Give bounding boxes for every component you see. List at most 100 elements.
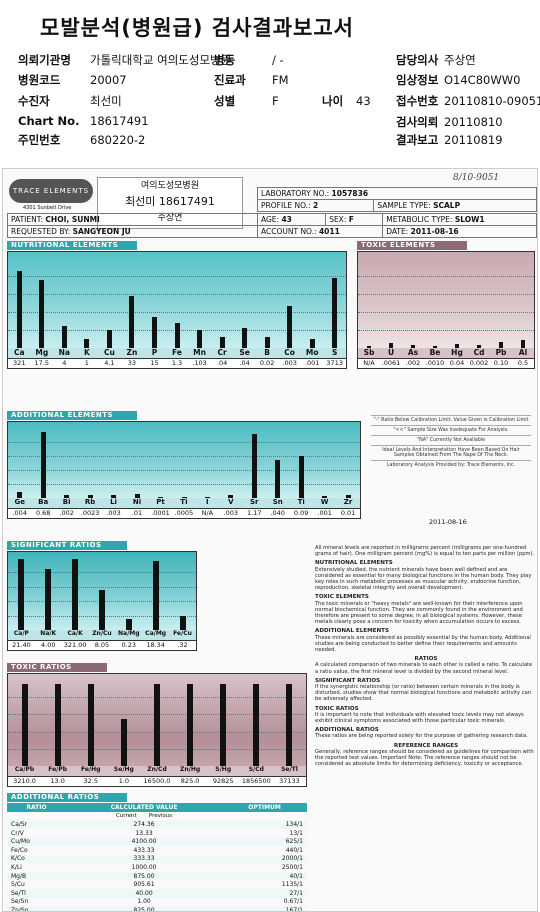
p-add-bar [275, 459, 281, 498]
sub-current-previous: Current Previous [66, 812, 222, 821]
add-ratio-cell: 905.61 [133, 881, 155, 889]
explanation-text: All mineral levels are reported in milli… [315, 545, 537, 911]
p-nut-value: 17.5 [34, 359, 50, 367]
right-row-1: 임상정보 O14C80WW0 [396, 72, 520, 88]
p-add-bar [134, 493, 140, 498]
add-ratio-cell: 825.00 [133, 906, 155, 912]
mid-value-0: / - [272, 53, 284, 67]
p-nut-label: Mo [305, 348, 319, 357]
p-tox-label: As [407, 348, 419, 357]
p-tox-bar [455, 343, 459, 348]
p-sig-label: Fe/Cu [173, 630, 192, 637]
add-ratio-cell: 40.00 [135, 889, 153, 897]
mid-row-2: 성별 F [214, 93, 279, 109]
p-add-label: W [320, 498, 329, 506]
p-sig-value: 4.00 [41, 641, 56, 649]
handwritten-note: 8/10-9051 [453, 173, 500, 183]
left-value-2: 최선미 [90, 94, 122, 108]
p-add-bar [64, 494, 70, 498]
p-sig-bar [99, 590, 105, 630]
p-add-label: Sn [272, 498, 283, 506]
p-txr-value: 16500.0 [143, 777, 171, 785]
add-ratio-cell: Cu/Mo [11, 838, 30, 846]
p-sig-value: .32 [177, 641, 188, 649]
additional-title: ADDITIONAL ELEMENTS [7, 411, 137, 420]
mid-key-0: 병동 [214, 53, 236, 67]
p-nut-label: K [83, 348, 90, 357]
add-ratio-cell: K/Li [11, 863, 22, 871]
profile-no: 2 [312, 201, 319, 210]
p-nut-bar [219, 337, 225, 348]
p-nut-bar [332, 277, 338, 348]
add-ratios-table: RATIO CALCULATED VALUE OPTIMUM Current P… [7, 803, 307, 912]
p-add-label: I [206, 498, 209, 506]
p-add-label: Rb [84, 498, 96, 506]
p-add-value: .003 [223, 509, 239, 517]
p-txr-value: 3210.0 [13, 777, 36, 785]
right-value-0: 주상연 [444, 53, 476, 67]
account-no-label: ACCOUNT NO.: [261, 227, 317, 236]
requested-cell: REQUESTED BY: SANGYEON JU [7, 225, 258, 238]
col-calc: CALCULATED VALUE [65, 803, 223, 812]
profile-no-label: PROFILE NO.: [261, 201, 311, 210]
p-add-bar [322, 495, 328, 498]
p-txr-label: Ca/Pb [14, 766, 35, 773]
add-ratio-row: S/Cu 905.61 1135/1 [7, 880, 307, 889]
p-nut-value: 4.1 [104, 359, 115, 367]
metabolic-cell: METABOLIC TYPE: SLOW1 [382, 213, 537, 226]
p-nut-value: .103 [192, 359, 207, 367]
p-add-bar [251, 433, 257, 498]
p-tox-value: N/A [363, 359, 375, 367]
p-nut-label: P [151, 348, 158, 357]
add-ratio-row: Cr/V 13.33 13/1 [7, 829, 307, 838]
p-nut-values: 321 17.5 4 1 4.1 33 15 1.3 .103 .04 .04 0.02 .003 .00… [8, 358, 346, 368]
p-nut-label: Co [284, 348, 295, 357]
p-add-bg [8, 422, 360, 498]
mid-row-3: 나이 43 [322, 93, 371, 109]
p-tox-bg [358, 252, 534, 348]
explain-heading: REFERENCE RANGES [393, 742, 459, 749]
p-nut-value: 0.02 [259, 359, 275, 367]
p-add-label: Ti [297, 498, 305, 506]
p-nut-label: Ca [13, 348, 25, 357]
mid-value-3: 43 [356, 94, 371, 108]
add-ratio-cell: 0.67/1 [283, 898, 303, 906]
p-nut-gridline [8, 312, 346, 313]
age-cell: AGE: 43 [256, 213, 327, 226]
p-nut-bar [39, 279, 45, 348]
right-value-3: 20110810 [444, 115, 503, 129]
patient-label: PATIENT: [11, 215, 44, 224]
p-txr-label: Se/Hg [113, 766, 134, 773]
add-ratio-cell: Se/Tl [11, 889, 26, 897]
explain-paragraph: These ratios are being reported solely f… [315, 733, 528, 740]
p-txr-bar [87, 684, 94, 766]
left-row-0: 의뢰기관명 가톨릭대학교 여의도성모병원 [18, 52, 231, 68]
p-sig-value: 321.00 [63, 641, 87, 649]
p-nut-bar [309, 339, 315, 348]
add-ratio-cell: Ca/Sr [11, 820, 28, 828]
add-ratio-cell: 4100.00 [131, 838, 157, 846]
patient-name: CHOI, SUNMI [45, 215, 100, 224]
patient-info-table: PATIENT: CHOI, SUNMI AGE: 43 SEX: F META… [7, 213, 537, 238]
p-txr-label: S/Cd [248, 766, 264, 773]
add-ratio-cell: 27/1 [289, 889, 303, 897]
p-nut-bar [129, 295, 135, 348]
p-txr-label: S/Hg [215, 766, 232, 773]
p-txr-bar [187, 684, 194, 766]
p-tox-value: 0.10 [493, 359, 509, 367]
p-nut-value: 33 [127, 359, 137, 367]
p-txr-label: Zn/Cd [147, 766, 167, 773]
add-ratio-cell: 13.33 [135, 829, 153, 837]
left-key-4: 주민번호 [18, 133, 61, 147]
left-value-0: 가톨릭대학교 여의도성모병원 [90, 53, 232, 67]
add-ratio-row: Se/Sn 1.00 0.67/1 [7, 898, 307, 907]
p-txr-value: 13.0 [50, 777, 65, 785]
p-nut-bar [242, 328, 248, 348]
profile-cell: PROFILE NO.: 2 [256, 199, 375, 212]
add-ratio-cell: 875.00 [133, 872, 155, 880]
p-add-label: Ni [132, 498, 142, 506]
p-nut-label: Cu [103, 348, 115, 357]
sub-previous: Previous [148, 812, 173, 819]
p-add-labels: Ge Ba Bi Rb Li Ni Pt Ti I V Sr Sn Ti W Zr [8, 498, 360, 508]
p-txr-value: 92825 [212, 777, 234, 785]
